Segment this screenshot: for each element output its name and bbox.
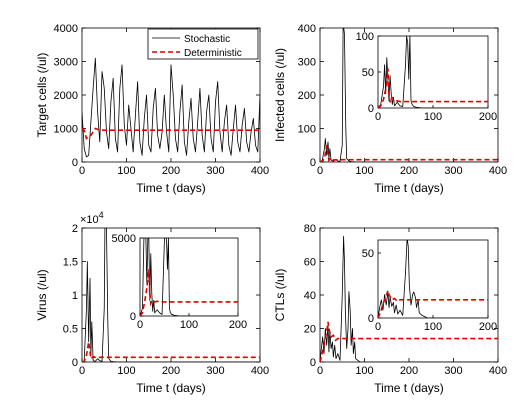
subplot-2-xtick-label: 200: [400, 165, 418, 177]
subplot-3-inset-ytick-label: 0: [130, 311, 136, 323]
subplot-3-xtick-label: 400: [251, 365, 269, 377]
subplot-2-inset-xtick-label: 100: [424, 111, 442, 123]
subplot-3-ytick-label: 1: [72, 290, 78, 302]
subplot-3-series-stochastic: [82, 228, 260, 362]
subplot-2-series-deterministic: [320, 145, 498, 162]
subplot-2-ytick-label: 200: [298, 90, 316, 102]
subplot-2-inset-xtick-label: 0: [375, 111, 381, 123]
subplot-1-xtick-label: 200: [162, 165, 180, 177]
subplot-2-xtick-label: 0: [317, 165, 323, 177]
subplot-4-inset: 0 100 200 0 50: [362, 239, 497, 333]
subplot-4-inset-series-stochastic: [378, 240, 488, 318]
subplot-2-inset-ytick-label: 50: [362, 67, 374, 79]
subplot-4-ytick-label: 0: [310, 357, 316, 369]
legend-label-deterministic: Deterministic: [184, 48, 242, 59]
yscale-exponent: 4: [99, 210, 104, 220]
subplot-3-xtick-label: 100: [117, 365, 135, 377]
subplot-4-ytick-label: 20: [304, 324, 316, 336]
subplot-1-xtick-label: 100: [117, 165, 135, 177]
subplot-1-xtick-label: 300: [206, 165, 224, 177]
subplot-2-series-stochastic: [320, 28, 498, 162]
subplot-4-xtick-label: 0: [317, 365, 323, 377]
subplot-3-inset-frame: [139, 237, 239, 317]
subplot-4-inset-ytick-label: 50: [362, 248, 374, 260]
subplot-4-series-deterministic: [320, 321, 498, 362]
subplot-2-inset-xtick-label: 200: [479, 111, 497, 123]
subplot-3-ylabel: Virus (/ul): [35, 269, 49, 320]
subplot-1-ytick-label: 4000: [54, 23, 78, 35]
subplot-1-ylabel: Target cells (/ul): [35, 53, 49, 138]
subplot-4-inset-xtick-label: 0: [375, 321, 381, 333]
legend: Stochastic Deterministic: [147, 28, 259, 60]
subplot-3-inset: 0 100 200 0 5000: [112, 233, 248, 331]
subplot-2-inset-frame: [377, 35, 489, 109]
subplot-4-inset-frame: [377, 239, 489, 319]
subplot-4-xtick-label: 300: [444, 365, 462, 377]
subplot-1-series-deterministic: [82, 127, 260, 140]
subplot-4-inset-xtick-label: 100: [424, 321, 442, 333]
subplot-4-xlabel: Time t (days): [374, 381, 444, 395]
subplot-3-xtick-label: 200: [162, 365, 180, 377]
subplot-2-xtick-label: 100: [355, 165, 373, 177]
subplot-3-ytick-label: 1.5: [63, 257, 78, 269]
subplot-2: 0 100 200 300 400 0 100 200 300 400 Time t (days) I…: [273, 23, 507, 195]
subplot-1-ytick-label: 0: [72, 157, 78, 169]
subplot-2-ylabel: Infected cells (/ul): [273, 48, 287, 142]
subplot-3-ytick-label: 0: [72, 357, 78, 369]
subplot-3-yscale: ×104: [80, 210, 104, 226]
subplot-3-xlabel: Time t (days): [136, 381, 206, 395]
subplot-2-xtick-label: 300: [444, 165, 462, 177]
subplot-3-ytick-label: 2: [72, 223, 78, 235]
yscale-base: ×10: [80, 214, 99, 226]
subplot-2-inset: 0 100 200 0 50 100: [356, 31, 498, 123]
subplot-1-ytick-label: 2000: [54, 90, 78, 102]
subplot-3-inset-xtick-label: 0: [137, 319, 143, 331]
subplot-3-inset-ytick-label: 5000: [112, 233, 136, 245]
subplot-2-ytick-label: 400: [298, 23, 316, 35]
subplot-2-xtick-label: 400: [489, 165, 507, 177]
subplot-3-inset-series-deterministic: [140, 269, 238, 316]
subplot-4: 0 100 200 300 400 0 20 40 60 80 Time t (days) CTLs …: [273, 223, 507, 395]
subplot-3-series-deterministic: [82, 341, 260, 362]
subplot-1-ytick-label: 3000: [54, 57, 78, 69]
subplot-3-inset-series-stochastic: [140, 238, 238, 316]
subplot-1-xtick-label: 0: [79, 165, 85, 177]
subplot-4-ylabel: CTLs (/ul): [273, 269, 287, 322]
subplot-4-ytick-label: 40: [304, 290, 316, 302]
legend-label-stochastic: Stochastic: [184, 34, 230, 45]
subplot-2-inset-ytick-label: 100: [356, 31, 374, 43]
subplot-3-inset-xtick-label: 200: [229, 319, 247, 331]
subplot-2-ytick-label: 300: [298, 57, 316, 69]
subplot-1-series-stochastic: [82, 57, 260, 158]
subplot-2-inset-series-deterministic: [378, 68, 488, 108]
subplot-4-xtick-label: 400: [489, 365, 507, 377]
subplot-4-xtick-label: 100: [355, 365, 373, 377]
subplot-1-xtick-label: 400: [251, 165, 269, 177]
subplot-4-inset-series-deterministic: [378, 287, 488, 318]
subplot-4-xtick-label: 200: [400, 365, 418, 377]
subplot-3-xtick-label: 0: [79, 365, 85, 377]
subplot-2-ytick-label: 0: [310, 157, 316, 169]
subplot-4-ytick-label: 80: [304, 223, 316, 235]
subplot-2-ytick-label: 100: [298, 124, 316, 136]
subplot-4-ytick-label: 60: [304, 257, 316, 269]
subplot-1-xlabel: Time t (days): [136, 181, 206, 195]
subplot-1-ytick-label: 1000: [54, 124, 78, 136]
subplot-3-inset-xtick-label: 100: [180, 319, 198, 331]
subplot-4-inset-ytick-label: 0: [368, 313, 374, 325]
subplot-2-inset-series-stochastic: [378, 36, 488, 108]
subplot-2-inset-ytick-label: 0: [368, 103, 374, 115]
legend-box: [147, 28, 259, 60]
subplot-2-xlabel: Time t (days): [374, 181, 444, 195]
subplot-3-xtick-label: 300: [206, 365, 224, 377]
subplot-3-ytick-label: 0.5: [63, 324, 78, 336]
subplot-4-inset-xtick-label: 200: [479, 321, 497, 333]
